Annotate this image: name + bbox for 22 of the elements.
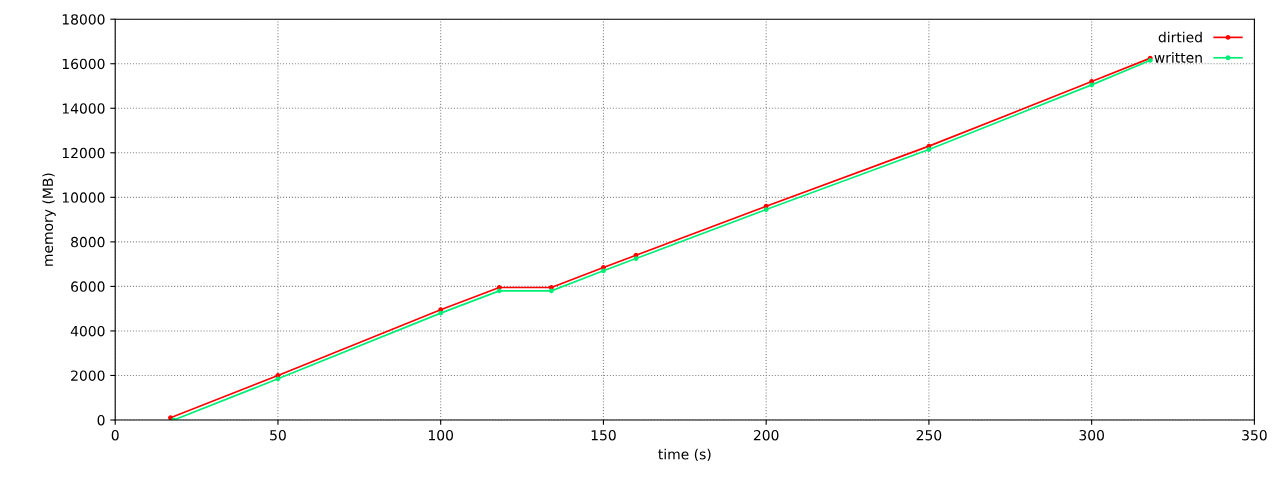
x-axis-title: time (s) xyxy=(658,448,711,462)
y-tick-label: 10000 xyxy=(62,192,105,203)
legend-label: written xyxy=(1154,52,1202,63)
y-tick-label: 4000 xyxy=(70,325,105,337)
x-tick-label: 150 xyxy=(591,429,616,441)
y-tick-label: 16000 xyxy=(62,58,105,70)
y-tick-label: 12000 xyxy=(62,147,105,159)
y-tick-label: 2000 xyxy=(71,370,105,381)
x-tick-label: 0 xyxy=(111,429,119,441)
y-tick-label: 14000 xyxy=(62,103,105,114)
x-tick-label: 350 xyxy=(1242,429,1267,441)
x-tick-label: 100 xyxy=(428,429,454,441)
legend-label: dirtied xyxy=(1158,31,1202,43)
y-tick-label: 6000 xyxy=(71,281,105,292)
y-tick-label: 18000 xyxy=(62,14,105,25)
y-tick-label: 0 xyxy=(97,414,105,426)
x-tick-label: 300 xyxy=(1079,429,1104,441)
y-tick-label: 8000 xyxy=(71,236,105,248)
x-tick-label: 200 xyxy=(753,429,779,441)
y-axis-title: memory (MB) xyxy=(42,173,56,266)
x-tick-label: 50 xyxy=(270,429,286,441)
x-tick-label: 250 xyxy=(916,429,942,441)
